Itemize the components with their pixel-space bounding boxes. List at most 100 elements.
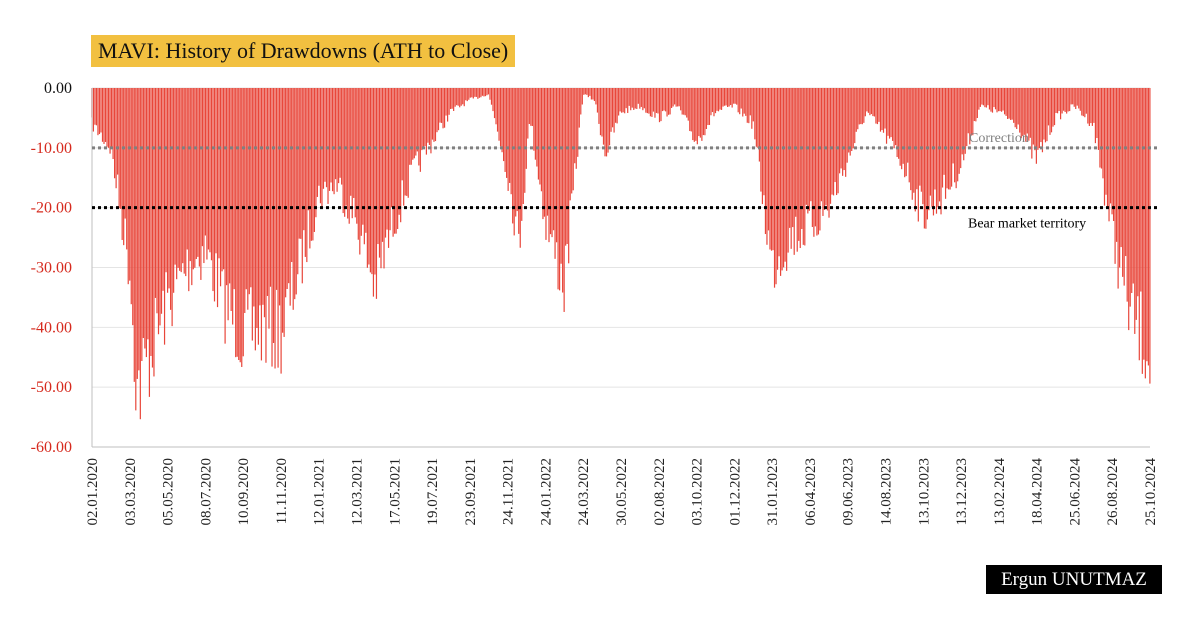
- drawdown-bar: [1037, 88, 1039, 150]
- drawdown-bar: [1025, 88, 1027, 142]
- drawdown-bar: [250, 88, 252, 288]
- drawdown-bar: [486, 88, 488, 96]
- drawdown-bar: [319, 88, 322, 204]
- drawdown-bar: [935, 88, 938, 214]
- drawdown-bar: [212, 88, 214, 292]
- drawdown-bar: [365, 88, 367, 233]
- drawdown-bar: [381, 88, 384, 242]
- drawdown-bar: [530, 88, 532, 126]
- drawdown-bar: [938, 88, 941, 202]
- drawdown-bar: [207, 88, 210, 250]
- drawdown-bar: [913, 88, 915, 193]
- drawdown-bar: [911, 88, 913, 200]
- drawdown-bar: [328, 88, 331, 191]
- drawdown-bar: [1034, 88, 1036, 151]
- drawdown-bar: [925, 88, 927, 229]
- drawdown-bar: [478, 88, 480, 98]
- drawdown-bar: [238, 88, 240, 360]
- drawdown-bar: [1002, 88, 1004, 111]
- drawdown-bar: [107, 88, 110, 148]
- drawdown-bar: [262, 88, 264, 305]
- drawdown-bar: [404, 88, 406, 196]
- drawdown-bar: [978, 88, 980, 110]
- drawdown-bar: [775, 88, 777, 285]
- drawdown-bar: [525, 88, 527, 169]
- drawdown-bar: [251, 88, 253, 341]
- drawdown-bar: [483, 88, 485, 97]
- drawdown-bar: [743, 88, 745, 114]
- drawdown-bar: [456, 88, 458, 106]
- drawdown-bar: [254, 88, 256, 351]
- drawdown-bar: [675, 88, 677, 107]
- drawdown-bar: [390, 88, 393, 208]
- drawdown-bar: [489, 88, 491, 100]
- drawdown-bar: [773, 88, 776, 288]
- drawdown-bar: [138, 88, 140, 371]
- x-tick-label: 19.07.2021: [425, 458, 441, 526]
- drawdown-bar: [315, 88, 317, 218]
- drawdown-bar: [135, 88, 137, 411]
- drawdown-bar: [1135, 88, 1137, 320]
- drawdown-bar: [380, 88, 382, 269]
- drawdown-bar: [124, 88, 126, 219]
- drawdown-bar: [160, 88, 163, 314]
- drawdown-bar: [306, 88, 308, 263]
- drawdown-bar: [362, 88, 364, 225]
- drawdown-bar: [275, 88, 278, 290]
- drawdown-bar: [610, 88, 612, 132]
- drawdown-bar: [186, 88, 188, 250]
- drawdown-bar: [1126, 88, 1128, 302]
- drawdown-bar: [354, 88, 356, 218]
- drawdown-bar: [1031, 88, 1033, 159]
- drawdown-bar: [947, 88, 950, 190]
- drawdown-bar: [636, 88, 638, 109]
- drawdown-bar: [1017, 88, 1019, 125]
- drawdown-bar: [940, 88, 942, 215]
- drawdown-bar: [831, 88, 833, 195]
- drawdown-bar: [778, 88, 780, 257]
- drawdown-bar: [327, 88, 329, 204]
- drawdown-bar: [210, 88, 213, 261]
- drawdown-bar: [248, 88, 250, 295]
- drawdown-bar: [1035, 88, 1037, 164]
- drawdown-bar: [829, 88, 832, 204]
- drawdown-bar: [350, 88, 352, 196]
- drawdown-bar: [999, 88, 1001, 112]
- drawdown-bar: [1094, 88, 1097, 144]
- drawdown-bar: [661, 88, 664, 112]
- drawdown-bar: [481, 88, 484, 96]
- drawdown-bar: [265, 88, 267, 363]
- drawdown-bar: [746, 88, 748, 123]
- drawdown-bar: [1117, 88, 1119, 289]
- drawdown-bar: [713, 88, 715, 117]
- drawdown-bar: [1109, 88, 1112, 204]
- drawdown-bar: [126, 88, 128, 250]
- drawdown-bar: [761, 88, 764, 205]
- drawdown-bar: [751, 88, 753, 129]
- drawdown-bar: [289, 88, 291, 306]
- drawdown-bar: [551, 88, 553, 238]
- drawdown-bar: [1061, 88, 1063, 114]
- drawdown-bar: [630, 88, 632, 111]
- drawdown-bar: [1129, 88, 1131, 307]
- drawdown-bar: [858, 88, 860, 125]
- drawdown-bar: [882, 88, 885, 133]
- drawdown-bar: [136, 88, 138, 379]
- drawdown-bar: [1141, 88, 1143, 374]
- drawdown-bar: [522, 88, 524, 205]
- drawdown-bar: [944, 88, 947, 199]
- drawdown-bar: [507, 88, 509, 191]
- drawdown-bar: [477, 88, 479, 99]
- y-tick-label: -40.00: [31, 319, 72, 336]
- drawdown-bar: [1046, 88, 1048, 142]
- drawdown-bar: [798, 88, 800, 241]
- drawdown-bar: [611, 88, 614, 128]
- drawdown-bar: [699, 88, 701, 138]
- drawdown-bar: [951, 88, 953, 187]
- drawdown-bar: [325, 88, 328, 188]
- drawdown-bar: [593, 88, 596, 102]
- x-tick-label: 13.12.2023: [954, 458, 970, 526]
- drawdown-bar: [301, 88, 303, 284]
- drawdown-bar: [622, 88, 624, 113]
- drawdown-bar: [763, 88, 765, 196]
